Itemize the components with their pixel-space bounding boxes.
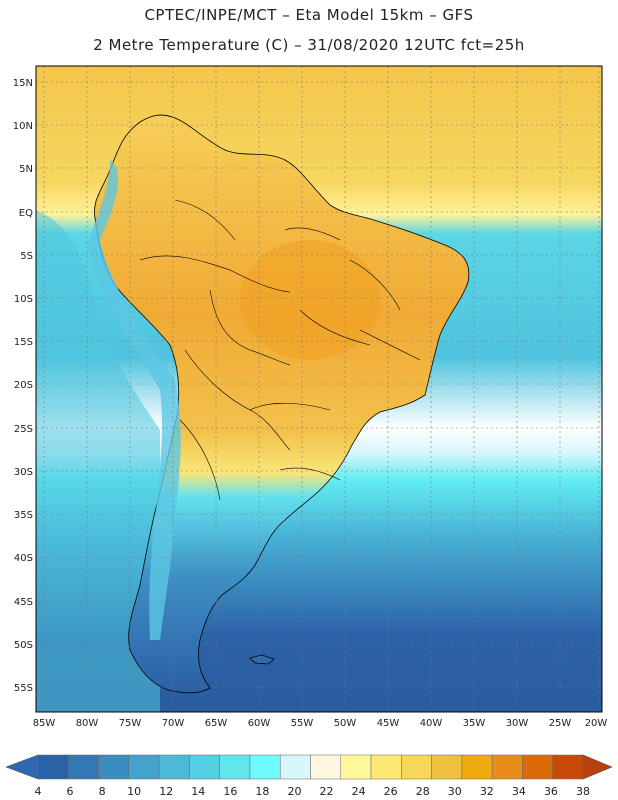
colorbar-cell bbox=[522, 754, 553, 780]
lat-label: 15N bbox=[13, 78, 33, 89]
colorbar-label: 8 bbox=[99, 785, 106, 798]
colorbar-cell bbox=[37, 754, 69, 780]
colorbar-cell bbox=[98, 754, 130, 780]
map-title-line1: CPTEC/INPE/MCT – Eta Model 15km – GFS bbox=[144, 6, 474, 24]
lon-label: 70W bbox=[162, 718, 185, 729]
colorbar-label: 38 bbox=[576, 785, 590, 798]
lon-label: 50W bbox=[334, 718, 357, 729]
lat-label: 5N bbox=[19, 164, 33, 175]
lat-label: 10N bbox=[13, 121, 33, 132]
temperature-colorbar: 4 6 8 10 12 14 16 18 20 22 24 26 28 30 32 34 36 38 bbox=[5, 754, 613, 798]
lat-label: 35S bbox=[14, 510, 33, 521]
latitude-axis: 15N 10N 5N EQ 5S 10S 15S 20S 25S 30S 35S… bbox=[13, 78, 33, 694]
lon-label: 60W bbox=[248, 718, 271, 729]
lon-label: 85W bbox=[33, 718, 56, 729]
colorbar-label: 34 bbox=[512, 785, 526, 798]
map-plot-area bbox=[36, 66, 602, 712]
colorbar-cell bbox=[370, 754, 402, 780]
lat-label: 40S bbox=[14, 553, 33, 564]
colorbar-label: 12 bbox=[159, 785, 173, 798]
hot-core-region bbox=[240, 240, 380, 360]
country-borders bbox=[139, 199, 421, 501]
colorbar-label: 24 bbox=[352, 785, 366, 798]
longitude-axis: 85W 80W 75W 70W 65W 60W 55W 50W 45W 40W … bbox=[33, 718, 608, 729]
lon-label: 80W bbox=[76, 718, 99, 729]
falkland-islands bbox=[249, 654, 275, 665]
colorbar-cell bbox=[431, 754, 463, 780]
lon-label: 55W bbox=[291, 718, 314, 729]
lat-label: 50S bbox=[14, 640, 33, 651]
colorbar-under-arrow bbox=[5, 754, 39, 780]
lon-label: 40W bbox=[420, 718, 443, 729]
lat-label: EQ bbox=[19, 208, 33, 219]
lon-label: 75W bbox=[119, 718, 142, 729]
lat-label: 5S bbox=[20, 251, 33, 262]
map-frame bbox=[35, 65, 603, 713]
lon-label: 65W bbox=[205, 718, 228, 729]
colorbar-label: 16 bbox=[223, 785, 237, 798]
colorbar-cell bbox=[310, 754, 342, 780]
colorbar-label: 28 bbox=[416, 785, 430, 798]
colorbar-cell bbox=[461, 754, 493, 780]
lon-label: 25W bbox=[549, 718, 572, 729]
lon-label: 30W bbox=[506, 718, 529, 729]
colorbar-label: 6 bbox=[67, 785, 74, 798]
colorbar-label: 36 bbox=[544, 785, 558, 798]
andes-cold-strip bbox=[88, 160, 181, 640]
colorbar-cell bbox=[552, 754, 584, 780]
colorbar-label: 26 bbox=[384, 785, 398, 798]
colorbar-cell bbox=[340, 754, 372, 780]
colorbar-label: 4 bbox=[35, 785, 42, 798]
colorbar-cell bbox=[249, 754, 281, 780]
colorbar-cell bbox=[128, 754, 160, 780]
lat-label: 25S bbox=[14, 424, 33, 435]
colorbar-cell bbox=[401, 754, 432, 780]
graticule bbox=[36, 66, 602, 712]
lat-label: 15S bbox=[14, 337, 33, 348]
colorbar-cell bbox=[219, 754, 251, 780]
map-title-line2: 2 Metre Temperature (C) – 31/08/2020 12U… bbox=[93, 36, 525, 54]
colorbar-cell bbox=[68, 754, 99, 780]
lon-label: 45W bbox=[377, 718, 400, 729]
colorbar-label: 30 bbox=[448, 785, 462, 798]
lat-label: 55S bbox=[14, 683, 33, 694]
colorbar-cell bbox=[279, 754, 311, 780]
lon-label: 20W bbox=[585, 718, 608, 729]
lat-label: 30S bbox=[14, 467, 33, 478]
colorbar-cell bbox=[158, 754, 190, 780]
colorbar-over-arrow bbox=[582, 754, 613, 780]
colorbar-label: 18 bbox=[255, 785, 269, 798]
colorbar-label: 32 bbox=[480, 785, 494, 798]
colorbar-label: 10 bbox=[127, 785, 141, 798]
colorbar-label: 20 bbox=[287, 785, 301, 798]
lon-label: 35W bbox=[463, 718, 486, 729]
colorbar-label: 14 bbox=[191, 785, 205, 798]
pacific-cool-region bbox=[36, 210, 160, 712]
colorbar-label: 22 bbox=[320, 785, 334, 798]
colorbar-cell bbox=[189, 754, 220, 780]
lat-label: 10S bbox=[14, 294, 33, 305]
colorbar-cell bbox=[491, 754, 523, 780]
lat-label: 45S bbox=[14, 597, 33, 608]
lat-label: 20S bbox=[14, 380, 33, 391]
